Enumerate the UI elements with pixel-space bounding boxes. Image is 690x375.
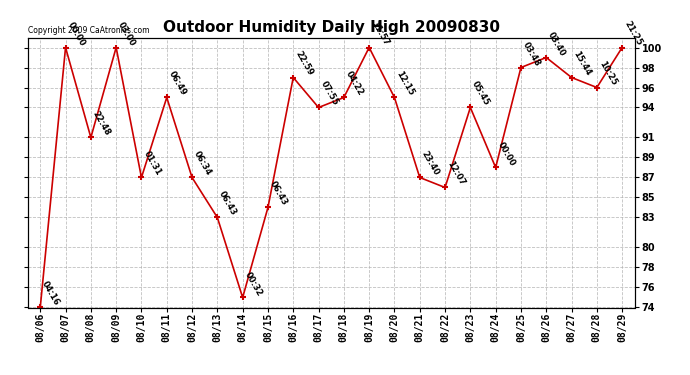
- Text: 21:25: 21:25: [622, 20, 643, 48]
- Text: 06:34: 06:34: [192, 150, 213, 177]
- Text: 07:55: 07:55: [319, 80, 339, 108]
- Text: 22:48: 22:48: [91, 110, 112, 138]
- Text: 04:22: 04:22: [344, 70, 365, 98]
- Text: 06:43: 06:43: [268, 180, 289, 207]
- Text: 00:32: 00:32: [243, 270, 264, 297]
- Text: 06:49: 06:49: [167, 70, 188, 98]
- Text: 10:25: 10:25: [597, 60, 618, 87]
- Text: 11:57: 11:57: [369, 20, 391, 48]
- Text: 05:45: 05:45: [471, 80, 491, 108]
- Text: 00:00: 00:00: [495, 140, 517, 168]
- Text: 06:43: 06:43: [217, 190, 239, 217]
- Text: 01:31: 01:31: [141, 150, 163, 177]
- Text: 03:40: 03:40: [546, 30, 567, 57]
- Text: 15:44: 15:44: [571, 50, 593, 78]
- Text: 23:40: 23:40: [420, 150, 441, 177]
- Text: 00:00: 00:00: [66, 20, 86, 48]
- Text: 03:00: 03:00: [116, 20, 137, 48]
- Text: 03:48: 03:48: [521, 40, 542, 68]
- Text: 22:59: 22:59: [293, 50, 315, 78]
- Text: 12:15: 12:15: [395, 70, 415, 98]
- Text: 12:07: 12:07: [445, 160, 466, 188]
- Text: Copyright 2009 CaAtronics.com: Copyright 2009 CaAtronics.com: [28, 26, 149, 35]
- Title: Outdoor Humidity Daily High 20090830: Outdoor Humidity Daily High 20090830: [163, 20, 500, 35]
- Text: 04:16: 04:16: [40, 280, 61, 308]
